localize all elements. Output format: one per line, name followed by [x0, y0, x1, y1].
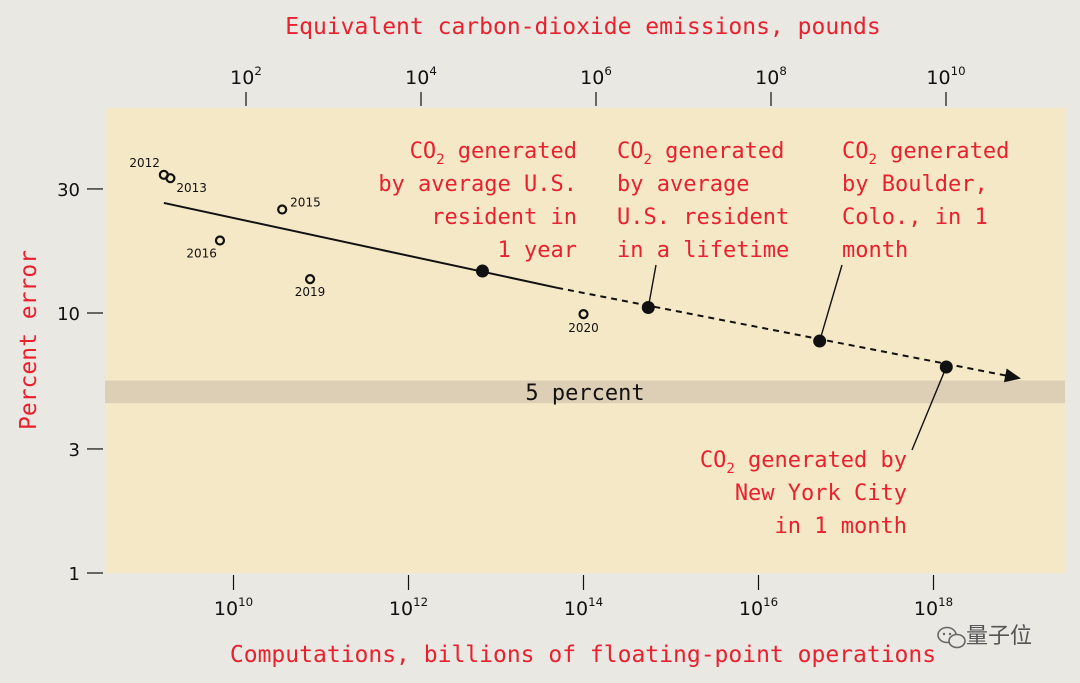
annotations: CO2 generated by average U.S. resident in 1… — [378, 139, 1009, 539]
point-label-2019: 2019 — [295, 285, 326, 299]
y-tick-label: 10 — [57, 304, 80, 325]
point-label-2016: 2016 — [186, 247, 217, 261]
y-tick-label: 30 — [57, 180, 80, 201]
watermark: 量子位 — [937, 624, 1032, 649]
top-axis-title: Equivalent carbon-dioxide emissions, pou… — [285, 14, 880, 40]
annotation-line: CO2 generated — [410, 139, 577, 168]
annotation-nyc: CO2 generated by New York City in 1 month — [700, 448, 907, 539]
point-2015 — [277, 204, 288, 215]
annotation-line: CO2 generated by — [700, 448, 907, 477]
band-label: 5 percent — [525, 381, 644, 406]
annotation-boulder: CO2 generated by Boulder, Colo., in 1 month — [842, 139, 1009, 263]
annotation-line: New York City — [735, 481, 907, 506]
point-2020 — [578, 309, 589, 320]
annotation-line: by average — [617, 172, 749, 197]
x-tick-label: 1012 — [389, 595, 428, 620]
leader-us-lifetime — [647, 264, 657, 308]
leader-nyc — [911, 366, 947, 451]
point-label-2013: 2013 — [176, 181, 207, 195]
y-tick-label: 3 — [69, 440, 80, 461]
annotation-line: in a lifetime — [617, 238, 789, 263]
annotation-us-lifetime: CO2 generated by average U.S. resident in a… — [617, 139, 789, 263]
x-axis-title: Computations, billions of floating-point… — [230, 642, 936, 668]
annotation-line: CO2 generated — [617, 139, 784, 168]
annotation-line: resident in — [431, 205, 577, 230]
annotation-line: month — [842, 238, 908, 263]
annotation-line: by average U.S. — [378, 172, 577, 197]
data-points: 2012 2013 2015 2016 2019 2020 — [129, 156, 598, 335]
wechat-icon — [937, 626, 966, 649]
annotation-line: in 1 month — [775, 514, 907, 539]
x-tick-label: 1018 — [914, 595, 953, 620]
annotation-line: by Boulder, — [842, 172, 988, 197]
top-tick-label: 104 — [405, 64, 437, 89]
axes: 1 3 10 30 1010 1012 1014 1016 1018 102 104 106 108 10… — [57, 64, 965, 620]
annotation-us-year: CO2 generated by average U.S. resident in 1… — [378, 139, 577, 263]
leader-boulder — [818, 264, 843, 342]
five-percent-band — [105, 380, 1065, 404]
x-tick-label: 1016 — [739, 595, 778, 620]
y-tick-label: 1 — [69, 564, 80, 585]
point-label-2020: 2020 — [568, 321, 599, 335]
annotation-line: CO2 generated — [842, 139, 1009, 168]
x-tick-label: 1010 — [214, 595, 253, 620]
trend-arrowhead — [1003, 368, 1021, 383]
point-label-2015: 2015 — [290, 196, 321, 210]
top-tick-label: 102 — [230, 64, 262, 89]
point-label-2012: 2012 — [129, 156, 160, 170]
trend-dashed — [556, 286, 1022, 380]
milestone-us-year — [475, 264, 489, 278]
annotation-line: 1 year — [498, 238, 577, 263]
top-tick-label: 108 — [755, 64, 787, 89]
plot-panel — [105, 108, 1065, 573]
top-tick-label: 1010 — [926, 64, 965, 89]
annotation-line: U.S. resident — [617, 205, 789, 230]
trend-solid — [163, 201, 558, 289]
trend-line — [163, 201, 1022, 383]
point-2016 — [214, 235, 226, 246]
watermark-text: 量子位 — [966, 624, 1032, 649]
top-tick-label: 106 — [580, 64, 612, 89]
x-tick-label: 1014 — [564, 595, 603, 620]
point-2013 — [165, 173, 176, 184]
annotation-line: Colo., in 1 — [842, 205, 988, 230]
y-axis-title: Percent error — [16, 250, 42, 430]
point-2019 — [304, 274, 316, 285]
